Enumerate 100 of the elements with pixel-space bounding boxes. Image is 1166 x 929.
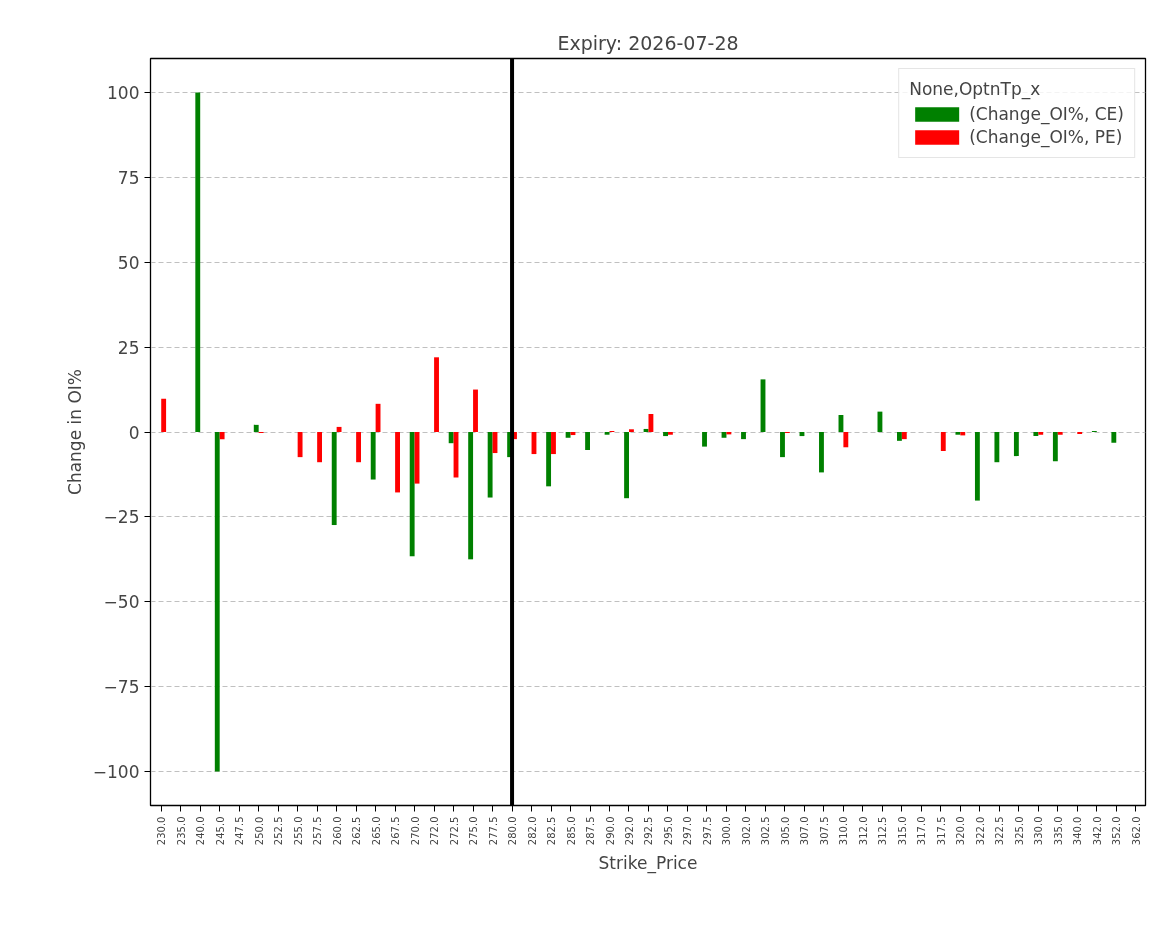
bar — [896, 432, 902, 441]
x-tick-label: 325.0 — [1013, 816, 1025, 846]
y-tick-label: 75 — [117, 167, 140, 188]
x-tick-label: 307.5 — [818, 816, 830, 846]
x-tick-label: 307.0 — [799, 816, 811, 846]
x-tick-label: 255.0 — [292, 816, 304, 846]
x-tick-label: 322.0 — [974, 816, 986, 846]
x-tick-label: 342.0 — [1091, 816, 1103, 846]
bar — [663, 432, 668, 437]
bar — [843, 432, 849, 448]
x-tick-label: 322.5 — [994, 816, 1006, 846]
bar — [940, 432, 946, 452]
legend-label: (Change_OI%, PE) — [969, 127, 1123, 147]
bar — [1077, 432, 1083, 435]
legend-title: None,OptnTp_x — [909, 79, 1042, 99]
x-tick-label: 292.5 — [643, 816, 655, 846]
bar — [585, 432, 591, 450]
bar — [214, 432, 220, 772]
x-tick-label: 290.0 — [604, 816, 616, 846]
bar — [994, 432, 1000, 463]
bar — [161, 398, 167, 432]
y-axis-title: Change in OI% — [64, 369, 85, 495]
x-tick-label: 257.5 — [312, 816, 324, 846]
x-tick-label: 285.0 — [565, 816, 577, 846]
legend-label: (Change_OI%, CE) — [969, 104, 1124, 124]
x-tick-label: 275.0 — [468, 816, 480, 846]
bar — [473, 389, 478, 432]
bar — [356, 432, 361, 463]
y-tick-label: 25 — [117, 337, 140, 358]
bar — [1038, 432, 1044, 435]
x-tick-label: 262.5 — [351, 816, 363, 846]
x-tick-label: 267.5 — [390, 816, 402, 846]
x-tick-label: 295.0 — [662, 816, 674, 846]
y-tick-label: −25 — [103, 507, 140, 528]
x-tick-label: 317.0 — [916, 816, 928, 846]
x-tick-label: 312.5 — [877, 816, 889, 846]
bar — [395, 432, 400, 493]
bar — [1013, 432, 1019, 457]
bar — [819, 432, 824, 473]
bar — [370, 432, 376, 480]
bar — [487, 432, 493, 498]
bar — [1052, 432, 1058, 462]
x-tick-label: 340.0 — [1072, 816, 1084, 846]
bar — [1111, 432, 1117, 443]
bar — [448, 432, 454, 444]
x-axis-title: Strike_Price — [598, 853, 698, 875]
bar — [219, 432, 225, 440]
x-tick-label: 245.0 — [214, 816, 226, 846]
x-tick-label: 305.0 — [779, 816, 791, 846]
x-tick-label: 252.5 — [273, 816, 285, 846]
bar — [629, 429, 634, 432]
x-tick-label: 297.5 — [701, 816, 713, 846]
x-tick-label: 297.0 — [682, 816, 694, 846]
x-tick-label: 280.0 — [507, 816, 519, 846]
bar — [546, 432, 552, 487]
x-tick-label: 270.0 — [409, 816, 421, 846]
x-tick-label: 282.0 — [526, 816, 538, 846]
bar — [195, 92, 201, 432]
y-tick-label: −75 — [103, 677, 140, 698]
y-tick-label: −100 — [92, 762, 140, 783]
bar — [648, 414, 654, 432]
y-tick-label: 100 — [107, 82, 140, 103]
bar — [1057, 432, 1063, 435]
bar — [434, 357, 439, 432]
x-tick-label: 277.5 — [487, 816, 499, 846]
y-tick-label: 0 — [128, 422, 140, 443]
x-tick-label: 282.5 — [546, 816, 558, 846]
x-tick-label: 235.0 — [175, 816, 187, 846]
bar — [317, 432, 323, 463]
bar — [901, 432, 907, 440]
x-tick-label: 272.5 — [448, 816, 460, 846]
x-tick-label: 317.5 — [935, 816, 947, 846]
y-tick-label: 50 — [117, 252, 140, 273]
x-tick-label: 292.0 — [624, 816, 635, 846]
x-tick-label: 240.0 — [195, 816, 207, 846]
x-tick-label: 287.5 — [585, 816, 597, 846]
x-tick-label: 302.5 — [760, 816, 772, 846]
bar — [974, 432, 980, 501]
x-tick-label: 330.0 — [1033, 816, 1045, 846]
x-tick-label: 230.0 — [156, 816, 168, 846]
bar — [331, 432, 337, 526]
bar — [253, 424, 259, 432]
bar — [955, 432, 961, 435]
x-tick-label: 260.0 — [331, 816, 343, 846]
x-tick-label: 272.0 — [429, 816, 441, 846]
chart-title: Expiry: 2026-07-28 — [557, 31, 739, 54]
x-tick-label: 300.0 — [721, 816, 733, 846]
bar — [624, 432, 629, 499]
x-tick-label: 312.0 — [857, 816, 869, 846]
x-tick-label: 315.0 — [896, 816, 908, 846]
bar — [780, 432, 785, 458]
x-tick-label: 247.5 — [234, 816, 246, 846]
x-tick-label: 362.0 — [1130, 816, 1142, 846]
y-tick-label: −50 — [103, 592, 140, 613]
bar — [551, 432, 556, 455]
x-tick-label: 352.0 — [1111, 816, 1123, 846]
bar — [604, 432, 610, 435]
bar — [1033, 432, 1039, 437]
bar — [336, 426, 342, 432]
bar — [741, 432, 746, 440]
